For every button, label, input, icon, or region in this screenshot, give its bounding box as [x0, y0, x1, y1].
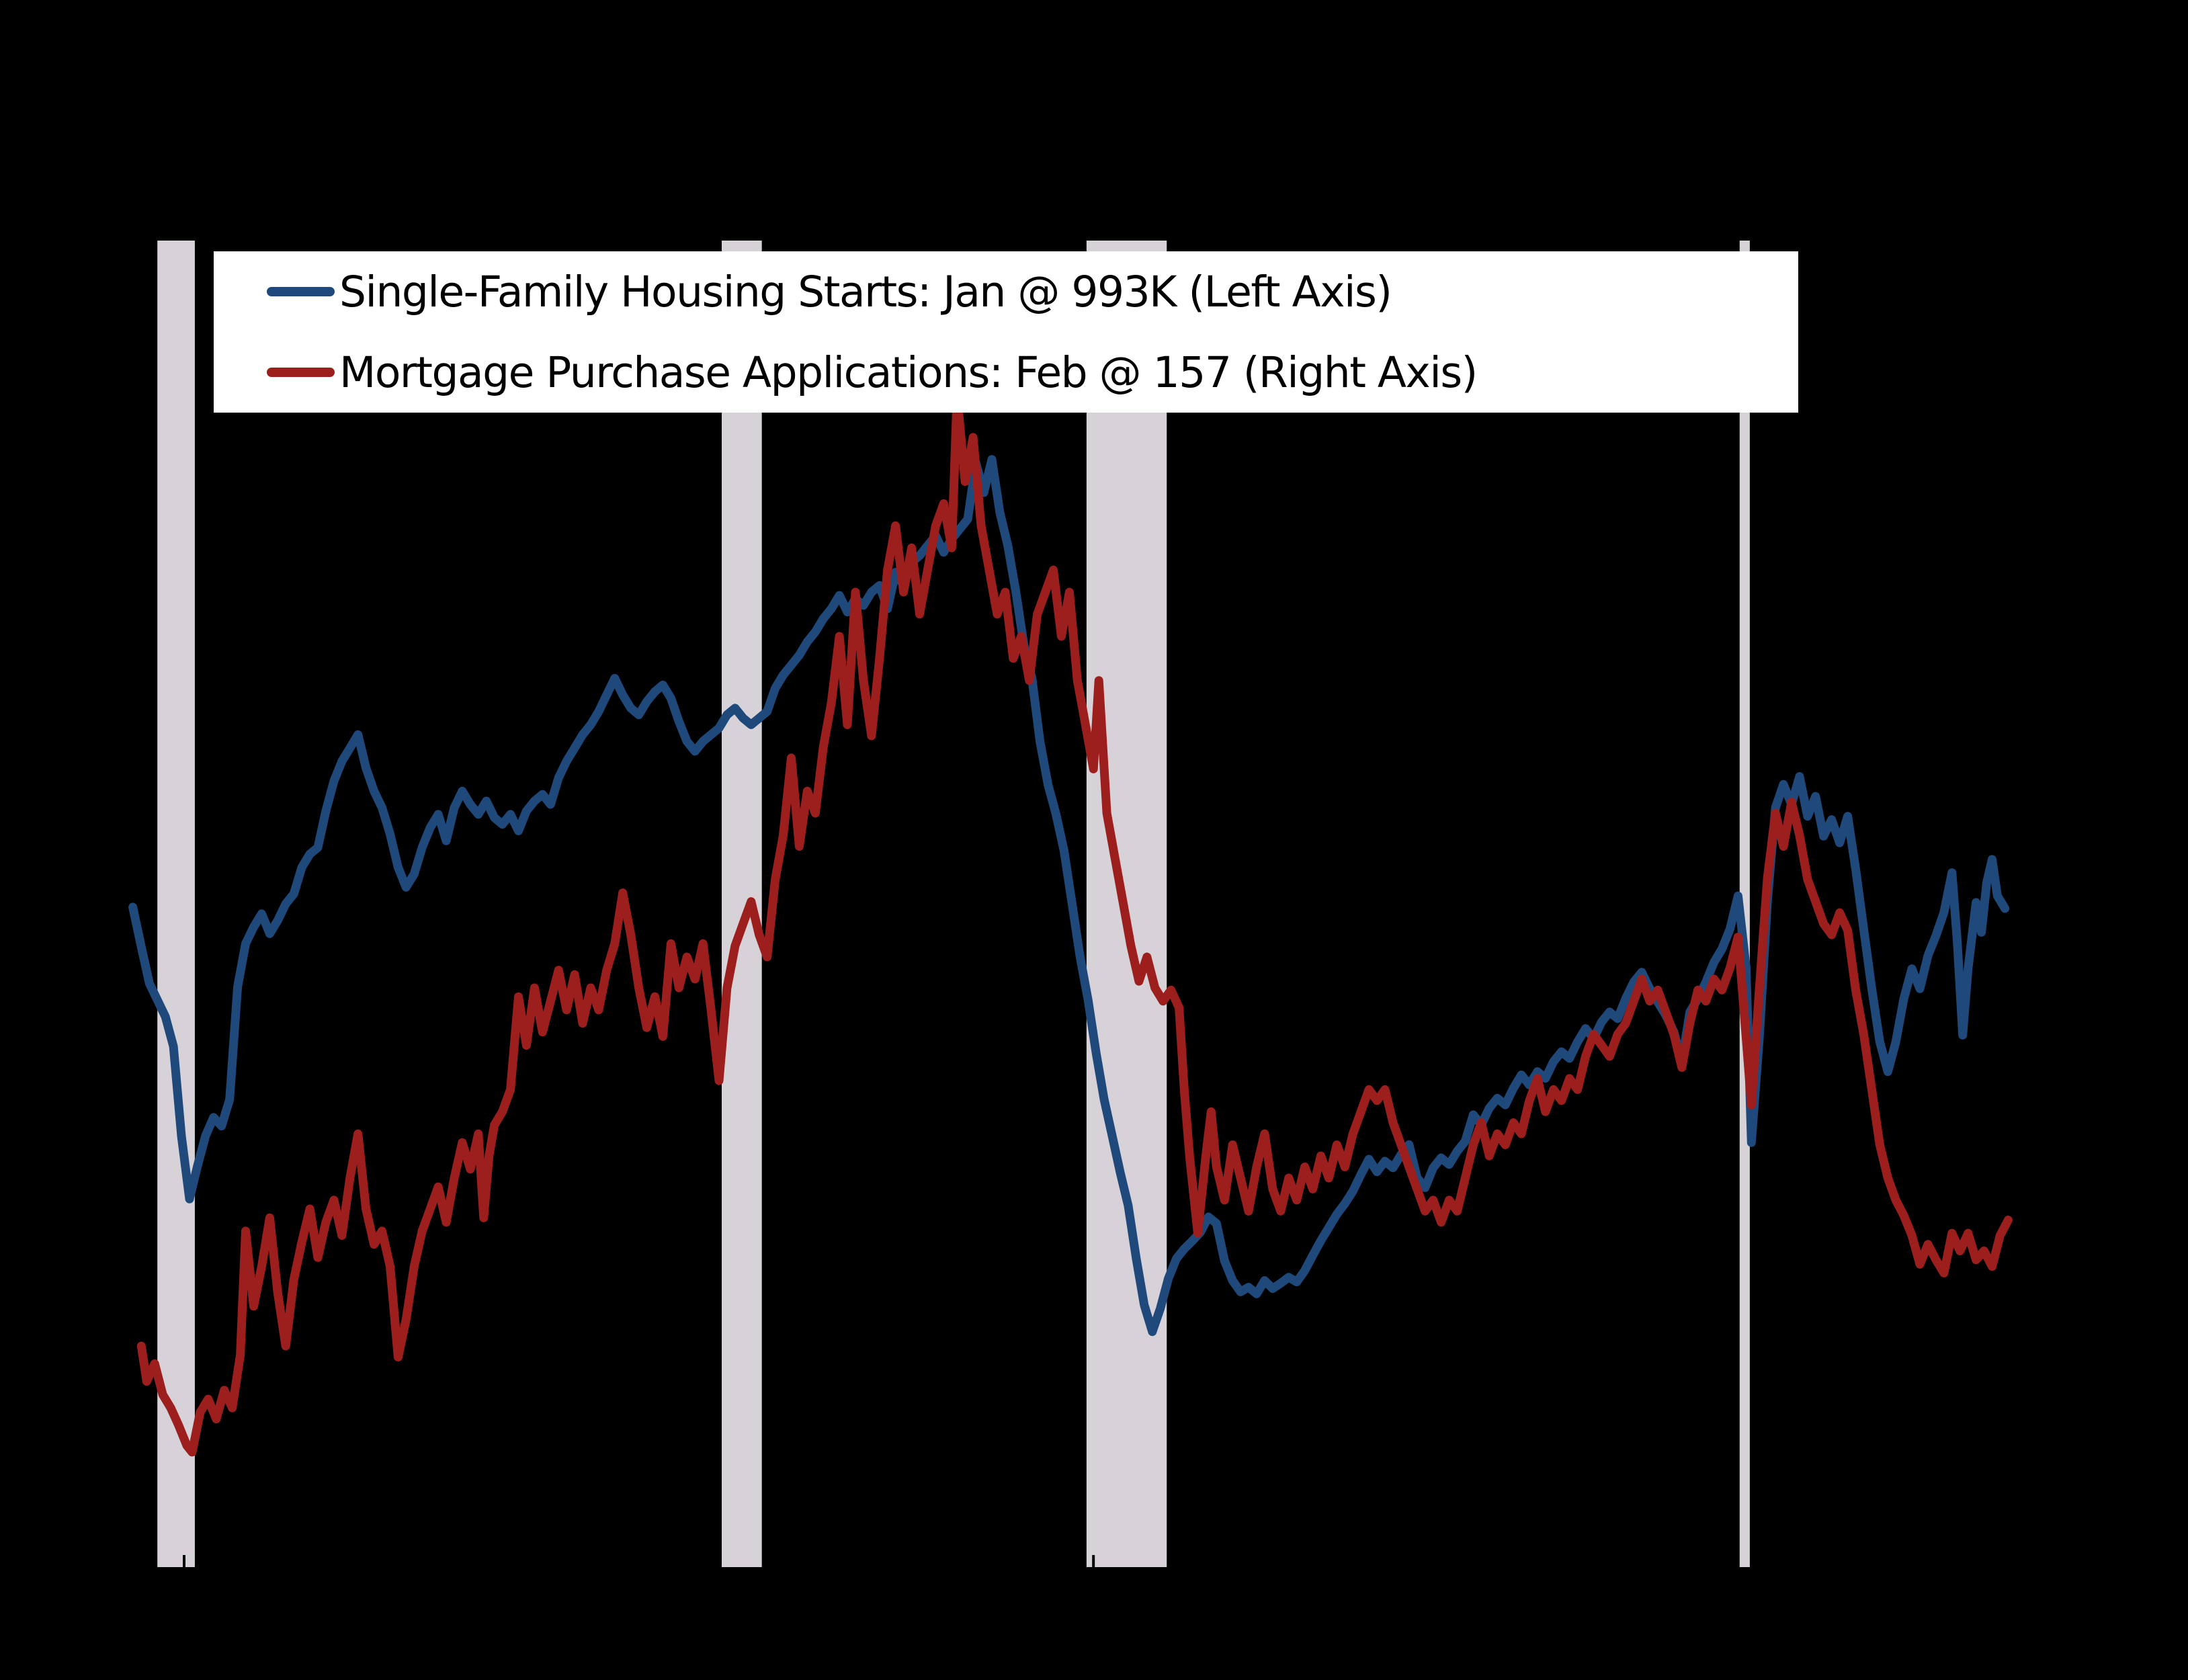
single-family-housing-starts-line — [128, 455, 2010, 1337]
legend-item-mortgage-applications: Mortgage Purchase Applications: Feb @ 15… — [214, 332, 1798, 413]
legend-item-housing-starts: Single-Family Housing Starts: Jan @ 993K… — [214, 251, 1798, 332]
mortgage-purchase-applications-line — [136, 390, 2013, 1457]
housing-starts-swatch-icon — [267, 287, 335, 296]
recession-band — [1739, 241, 1750, 1567]
recession-band — [157, 241, 195, 1567]
housing-starts-legend-label: Single-Family Housing Starts: Jan @ 993K… — [339, 267, 1392, 317]
mortgage-applications-legend-label: Mortgage Purchase Applications: Feb @ 15… — [339, 347, 1478, 397]
legend: Single-Family Housing Starts: Jan @ 993K… — [214, 251, 1798, 413]
mortgage-applications-swatch-icon — [267, 368, 335, 377]
